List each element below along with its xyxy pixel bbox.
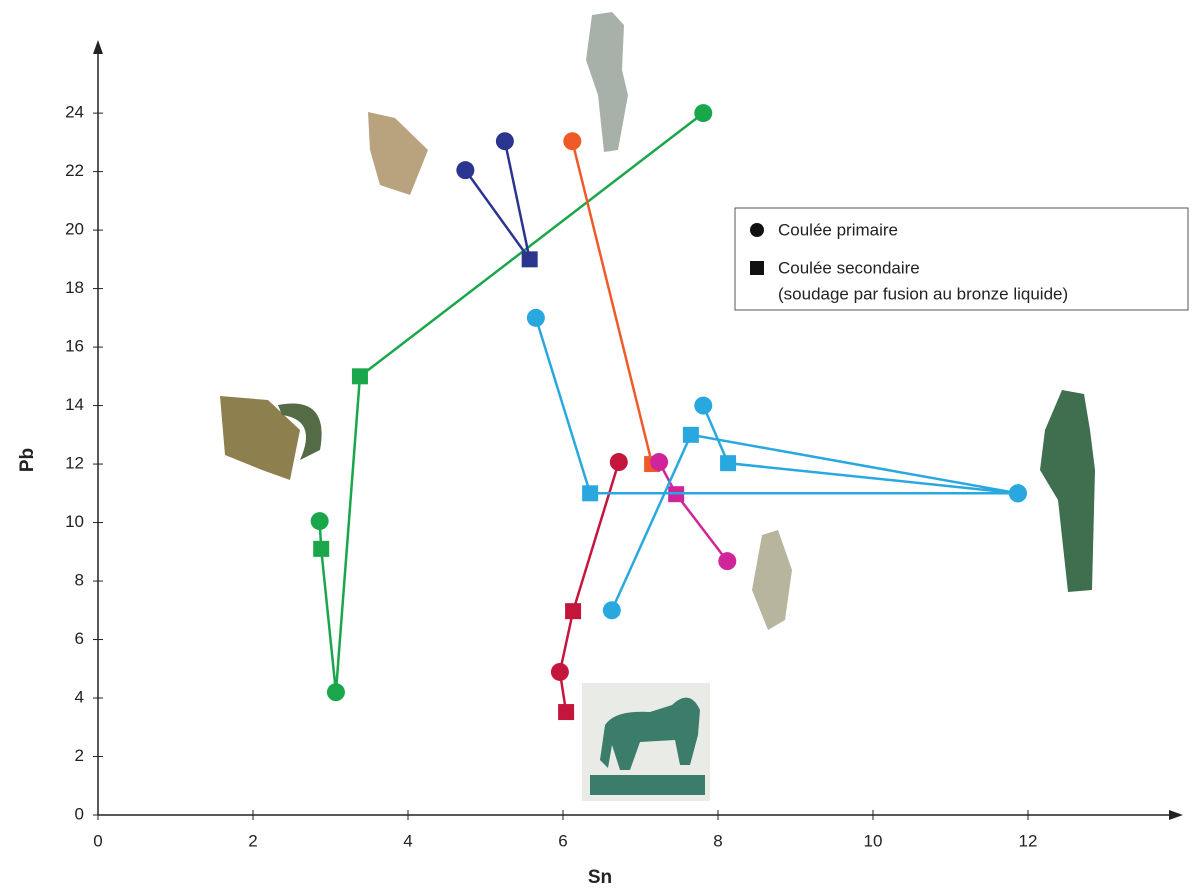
artifact-images [220, 12, 1095, 801]
legend: Coulée primaire Coulée secondaire (souda… [734, 207, 1189, 311]
legend-box [734, 207, 1189, 311]
x-tick-label: 0 [93, 831, 102, 850]
fragment-image [752, 530, 792, 630]
x-tick-label: 2 [248, 831, 257, 850]
square-marker [582, 485, 599, 502]
legend-note: (soudage par fusion au bronze liquide) [778, 284, 1068, 303]
y-tick-label: 12 [65, 454, 84, 473]
circle-marker [694, 396, 713, 415]
circle-marker [1008, 484, 1027, 503]
square-marker [720, 455, 737, 472]
square-marker [313, 540, 330, 557]
y-tick-label: 10 [65, 512, 84, 531]
x-tick-label: 10 [864, 831, 883, 850]
series-line [318, 112, 705, 693]
circle-marker [326, 683, 345, 702]
animal-image [590, 697, 705, 795]
square-marker [351, 368, 368, 385]
series-line [657, 461, 729, 562]
y-tick-label: 18 [65, 278, 84, 297]
circle-marker [563, 132, 582, 151]
x-axis-arrow [1169, 810, 1183, 820]
square-marker [682, 426, 699, 443]
y-tick-label: 6 [75, 629, 84, 648]
circle-marker [602, 601, 621, 620]
y-tick-label: 14 [65, 395, 84, 414]
legend-marker [750, 261, 764, 275]
series-line [571, 140, 654, 465]
fragment-image [368, 112, 428, 195]
y-tick-label: 22 [65, 161, 84, 180]
legend-marker [750, 223, 764, 237]
circle-marker [526, 308, 545, 327]
y-axis-label: Pb [17, 448, 38, 472]
circle-marker [609, 453, 628, 472]
y-tick-label: 8 [75, 571, 84, 590]
y-tick-label: 4 [75, 688, 84, 707]
circle-marker [650, 453, 669, 472]
square-marker [521, 251, 538, 268]
x-tick-label: 8 [713, 831, 722, 850]
circle-marker [550, 662, 569, 681]
circle-marker [456, 161, 475, 180]
handle-image [278, 403, 322, 460]
y-tick-label: 2 [75, 746, 84, 765]
circle-marker [694, 104, 713, 123]
y-axis-arrow [93, 40, 103, 54]
x-tick-label: 4 [403, 831, 412, 850]
y-tick-label: 0 [75, 804, 84, 823]
statue-image [1040, 390, 1095, 592]
series-line [464, 140, 531, 261]
legend-label: Coulée primaire [778, 220, 898, 239]
x-axis-label: Sn [588, 867, 612, 888]
figurine-image [586, 12, 628, 152]
series-line [558, 461, 620, 713]
x-tick-label: 6 [558, 831, 567, 850]
y-tick-label: 24 [65, 103, 84, 122]
circle-marker [495, 132, 514, 151]
fragment-image [220, 396, 300, 480]
legend-label: Coulée secondaire [778, 258, 920, 277]
square-marker [565, 603, 582, 620]
square-marker [558, 704, 575, 721]
circle-marker [310, 512, 329, 531]
y-tick-label: 16 [65, 337, 84, 356]
x-tick-label: 12 [1019, 831, 1038, 850]
y-tick-label: 20 [65, 220, 84, 239]
circle-marker [718, 552, 737, 571]
